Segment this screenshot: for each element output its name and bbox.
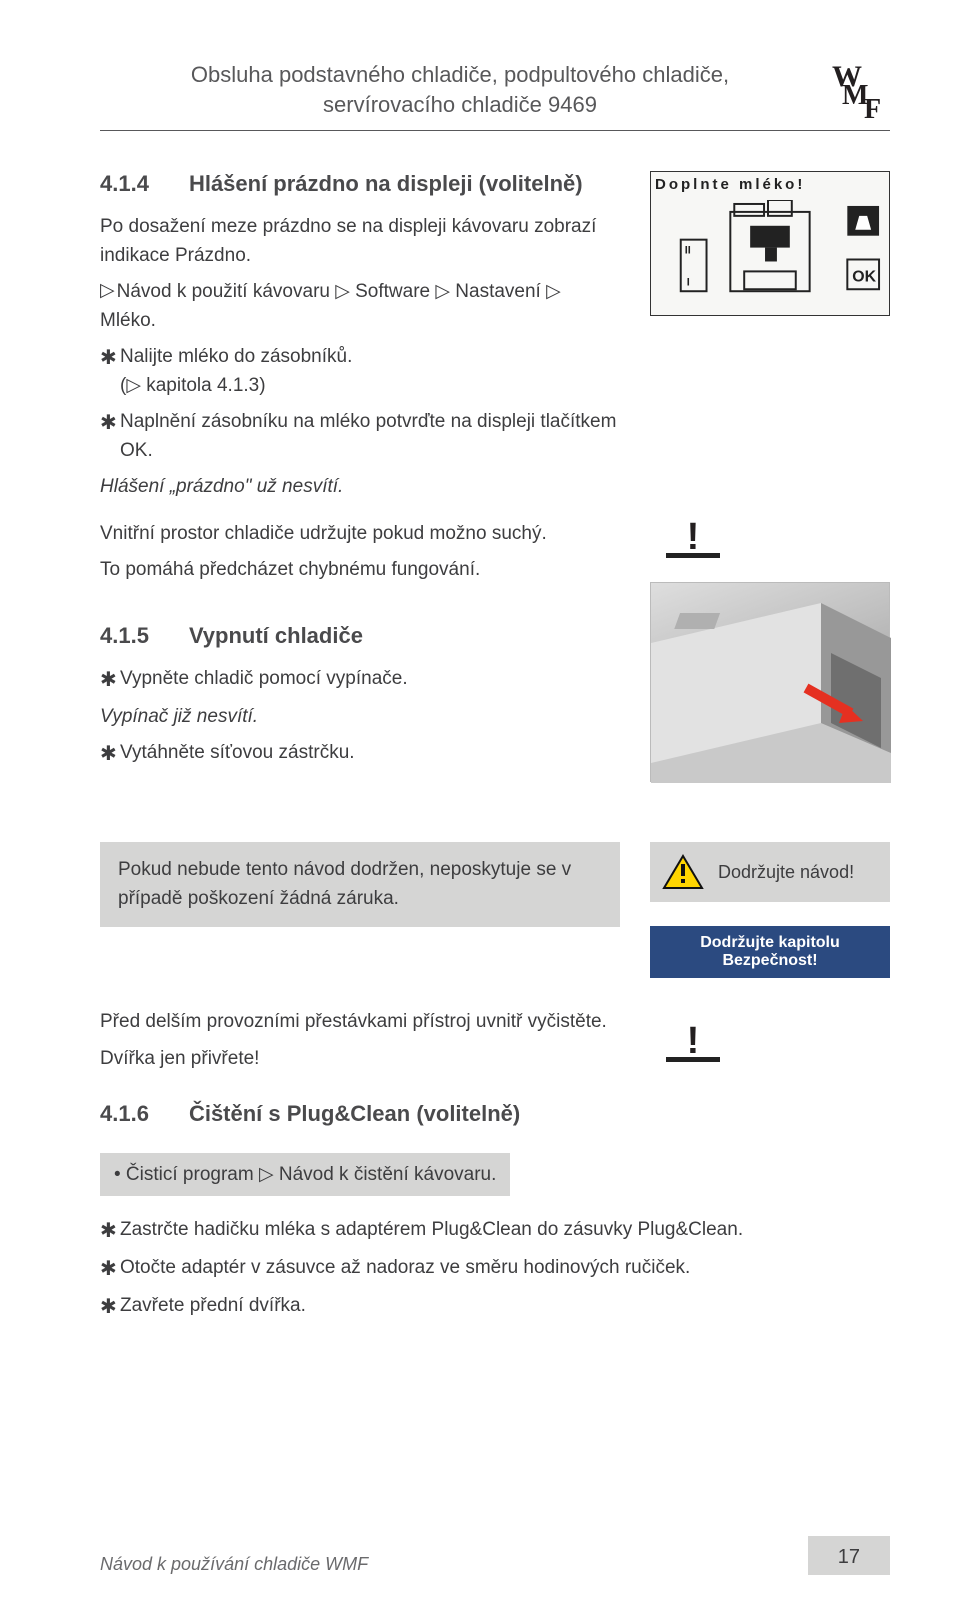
- asterisk-icon: ✱: [100, 343, 114, 373]
- wmf-logo-icon: W M F: [830, 60, 890, 120]
- display-message: Doplnte mléko!: [655, 176, 805, 193]
- s414-step1: ✱ Nalijte mléko do zásobníků. (▷ kapitol…: [100, 343, 620, 400]
- follow-manual-box: Dodržujte návod!: [650, 842, 890, 902]
- asterisk-icon: ✱: [100, 739, 114, 769]
- header-divider: [100, 130, 890, 131]
- s414-nav: ▷Návod k použití kávovaru ▷ Software ▷ N…: [100, 278, 620, 335]
- asterisk-icon: ✱: [100, 1254, 114, 1284]
- section-416-num: 4.1.6: [100, 1101, 149, 1127]
- s414-note2: To pomáhá předcházet chybnému fungování.: [100, 556, 620, 585]
- section-415-title: Vypnutí chladiče: [189, 623, 363, 649]
- s416-step3: ✱ Zavřete přední dvířka.: [100, 1292, 890, 1322]
- cleaning-program-box: • Čisticí program ▷ Návod k čistění kávo…: [100, 1153, 510, 1196]
- follow-manual-label: Dodržujte návod!: [718, 862, 854, 883]
- asterisk-icon: ✱: [100, 665, 114, 695]
- svg-text:OK: OK: [852, 268, 876, 285]
- s414-note1: Vnitřní prostor chladiče udržujte pokud …: [100, 520, 620, 549]
- svg-text:F: F: [864, 94, 881, 120]
- display-screen-icon: Doplnte mléko! II I OK: [650, 171, 890, 316]
- s414-italic1: Hlášení „prázdno" už nesvítí.: [100, 473, 620, 502]
- cleaning-note-l1: Před delším provozními přestávkami příst…: [100, 1008, 620, 1037]
- section-414-num: 4.1.4: [100, 171, 149, 197]
- page-header: Obsluha podstavného chladiče, podpultové…: [100, 60, 890, 120]
- svg-text:II: II: [685, 245, 691, 257]
- warning-triangle-icon: [662, 854, 704, 890]
- asterisk-icon: ✱: [100, 408, 114, 438]
- page-number: 17: [808, 1536, 890, 1575]
- s415-italic1: Vypínač již nesvítí.: [100, 703, 620, 732]
- section-415-heading: 4.1.5 Vypnutí chladiče: [100, 623, 620, 649]
- section-416-heading: 4.1.6 Čištění s Plug&Clean (volitelně): [100, 1101, 890, 1127]
- section-414-title: Hlášení prázdno na displeji (volitelně): [189, 171, 583, 197]
- safety-chapter-bar: Dodržujte kapitolu Bezpečnost!: [650, 926, 890, 978]
- s415-step2: ✱ Vytáhněte síťovou zástrčku.: [100, 739, 620, 769]
- exclamation-icon: !: [687, 518, 700, 556]
- section-416-title: Čištění s Plug&Clean (volitelně): [189, 1101, 520, 1127]
- asterisk-icon: ✱: [100, 1216, 114, 1246]
- caution-icon: !: [666, 1008, 720, 1062]
- footer-text: Návod k používání chladiče WMF: [100, 1554, 368, 1575]
- page-footer: Návod k používání chladiče WMF 17: [100, 1536, 890, 1575]
- asterisk-icon: ✱: [100, 1292, 114, 1322]
- caution-icon: !: [666, 504, 720, 558]
- warranty-box: Pokud nebude tento návod dodržen, neposk…: [100, 842, 620, 927]
- product-photo: [650, 582, 890, 782]
- header-line1: Obsluha podstavného chladiče, podpultové…: [191, 62, 729, 87]
- s414-p1: Po dosažení meze prázdno se na displeji …: [100, 213, 620, 270]
- s415-step1: ✱ Vypněte chladič pomocí vypínače.: [100, 665, 620, 695]
- section-415-num: 4.1.5: [100, 623, 149, 649]
- s416-step2: ✱ Otočte adaptér v zásuvce až nadoraz ve…: [100, 1254, 890, 1284]
- header-line2: servírovacího chladiče 9469: [323, 92, 597, 117]
- s416-step1: ✱ Zastrčte hadičku mléka s adaptérem Plu…: [100, 1216, 890, 1246]
- exclamation-icon: !: [687, 1022, 700, 1060]
- cleaning-note-l2: Dvířka jen přivřete!: [100, 1045, 620, 1074]
- section-414-heading: 4.1.4 Hlášení prázdno na displeji (volit…: [100, 171, 620, 197]
- header-title: Obsluha podstavného chladiče, podpultové…: [100, 60, 820, 119]
- s414-step2: ✱ Naplnění zásobníku na mléko potvrďte n…: [100, 408, 620, 465]
- svg-text:I: I: [687, 276, 690, 288]
